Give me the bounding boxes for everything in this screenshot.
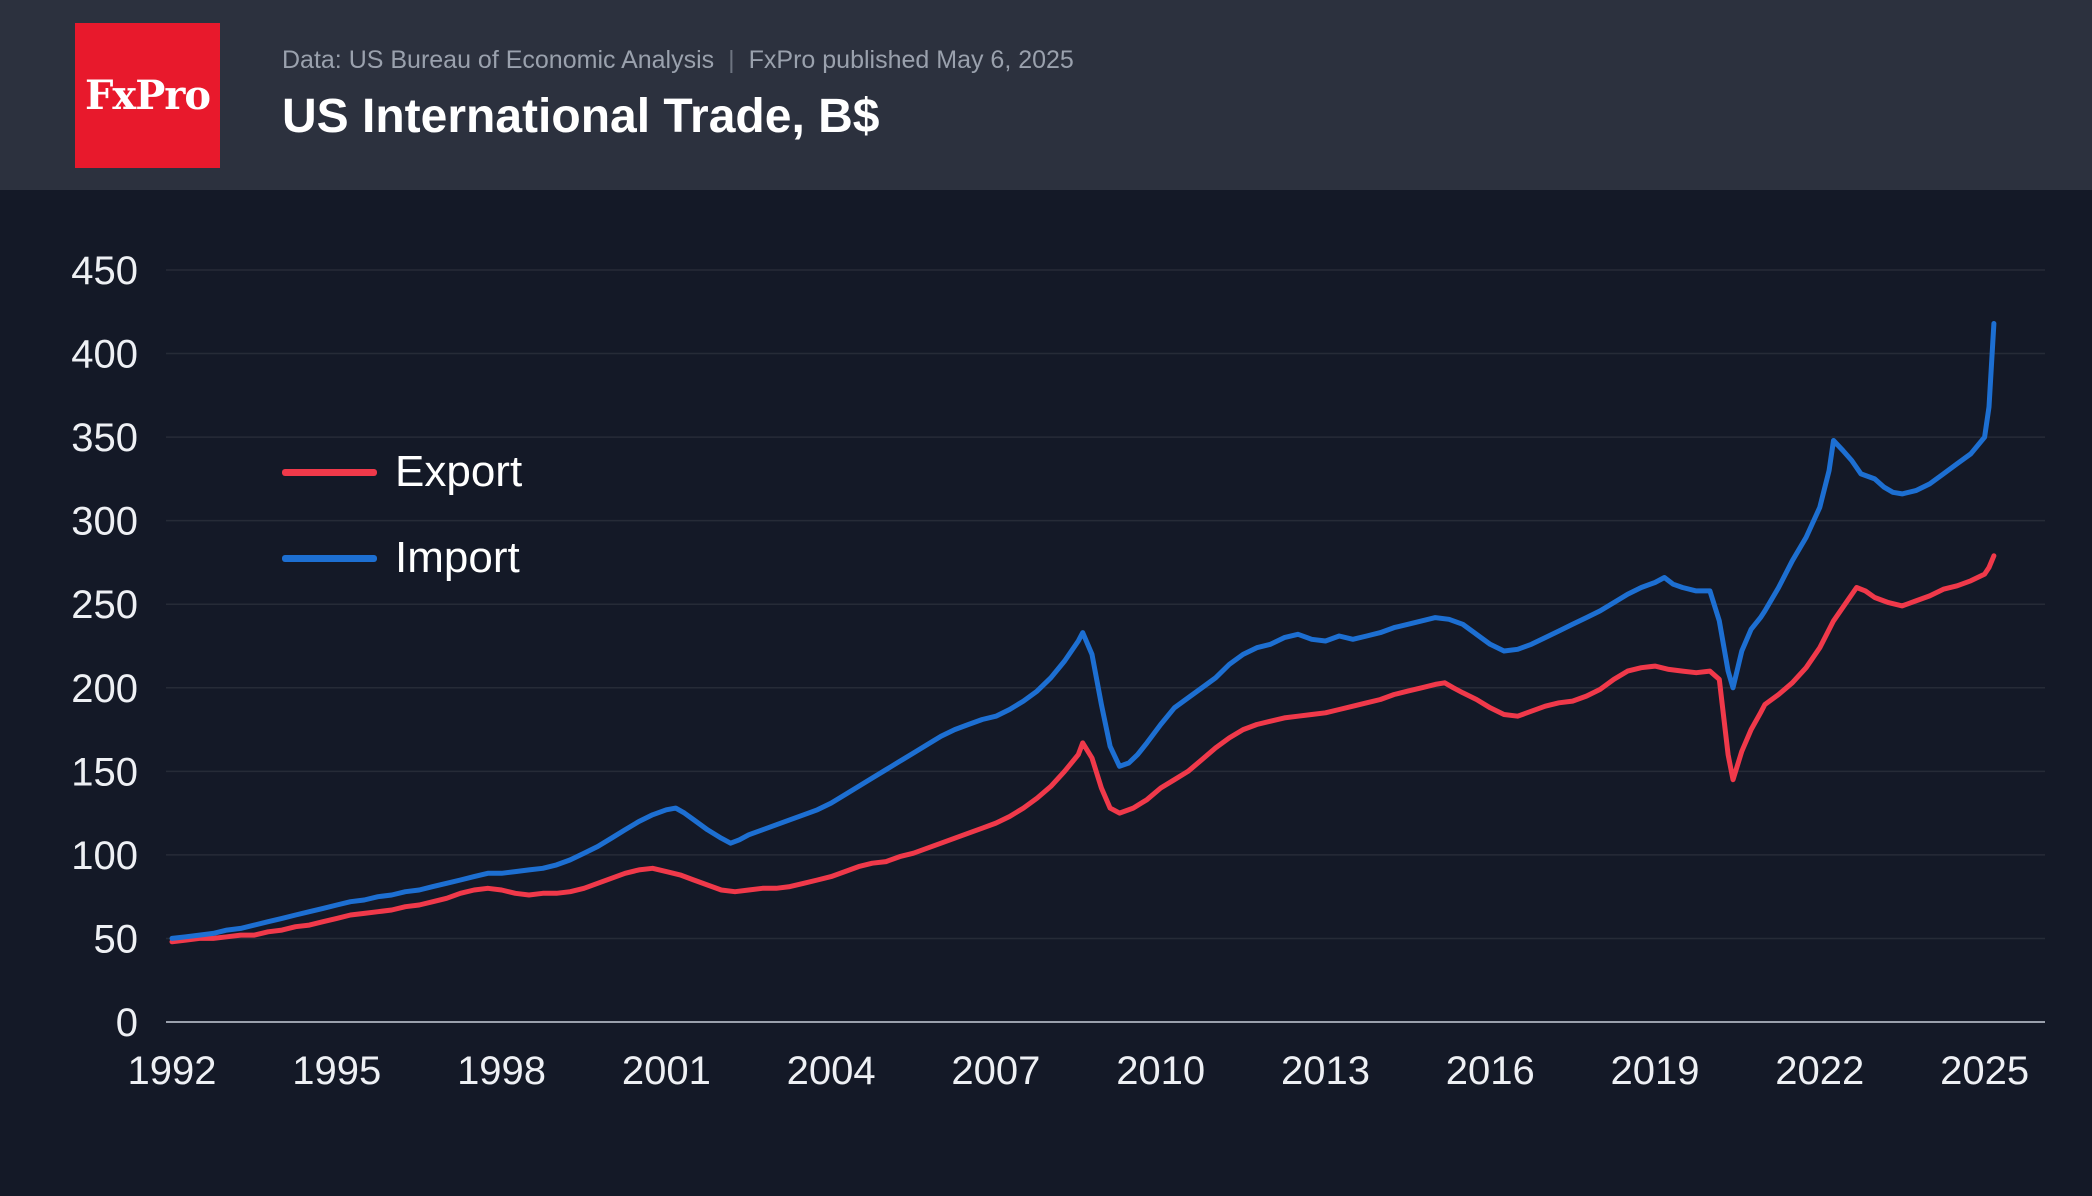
x-tick-label: 2022 <box>1775 1049 1864 1093</box>
y-tick-label: 250 <box>71 583 138 627</box>
x-tick-label: 2025 <box>1940 1049 2029 1093</box>
x-tick-label: 1998 <box>457 1049 546 1093</box>
meta-separator: | <box>728 46 735 74</box>
fxpro-logo-text: FxPro <box>84 71 211 119</box>
header-text: Data: US Bureau of Economic Analysis | F… <box>282 46 1074 144</box>
chart-legend: Export Import <box>282 447 522 583</box>
page-title: US International Trade, B$ <box>282 90 880 143</box>
chart-meta-line: Data: US Bureau of Economic Analysis | F… <box>282 46 1074 75</box>
legend-label-import: Import <box>395 533 520 582</box>
y-tick-label: 150 <box>71 750 138 794</box>
y-tick-label: 100 <box>71 834 138 878</box>
legend-item-import: Import <box>282 533 522 583</box>
x-tick-label: 2010 <box>1116 1049 1205 1093</box>
chart-svg: 0 50 100 150 200 250 300 350 400 450 1992 1995 1998 2… <box>71 249 2045 1093</box>
export-line-swatch <box>282 468 377 476</box>
import-line <box>169 321 1997 941</box>
x-tick-label: 2013 <box>1281 1049 1370 1093</box>
x-tick-label: 2019 <box>1611 1049 1700 1093</box>
x-tick-label: 1992 <box>128 1049 217 1093</box>
x-tick-label: 2004 <box>787 1049 876 1093</box>
published-text: FxPro published May 6, 2025 <box>748 46 1074 74</box>
export-line <box>169 553 1997 945</box>
header: FxPro Data: US Bureau of Economic Analys… <box>0 0 2092 190</box>
legend-item-export: Export <box>282 447 522 497</box>
y-tick-label: 300 <box>71 500 138 544</box>
data-source-text: Data: US Bureau of Economic Analysis <box>282 46 715 74</box>
y-tick-label: 400 <box>71 333 138 377</box>
chart-area: 0 50 100 150 200 250 300 350 400 450 1992 1995 1998 2… <box>0 190 2092 1196</box>
y-tick-label: 450 <box>71 249 138 293</box>
y-tick-label: 0 <box>116 1001 138 1045</box>
fxpro-logo: FxPro <box>75 22 220 168</box>
x-tick-label: 2007 <box>951 1049 1040 1093</box>
x-tick-label: 2001 <box>622 1049 711 1093</box>
x-tick-label: 1995 <box>292 1049 381 1093</box>
legend-label-export: Export <box>395 447 523 496</box>
y-tick-label: 350 <box>71 416 138 460</box>
y-tick-label: 50 <box>94 917 139 961</box>
y-tick-label: 200 <box>71 667 138 711</box>
import-line-swatch <box>282 554 377 562</box>
x-tick-label: 2016 <box>1446 1049 1535 1093</box>
